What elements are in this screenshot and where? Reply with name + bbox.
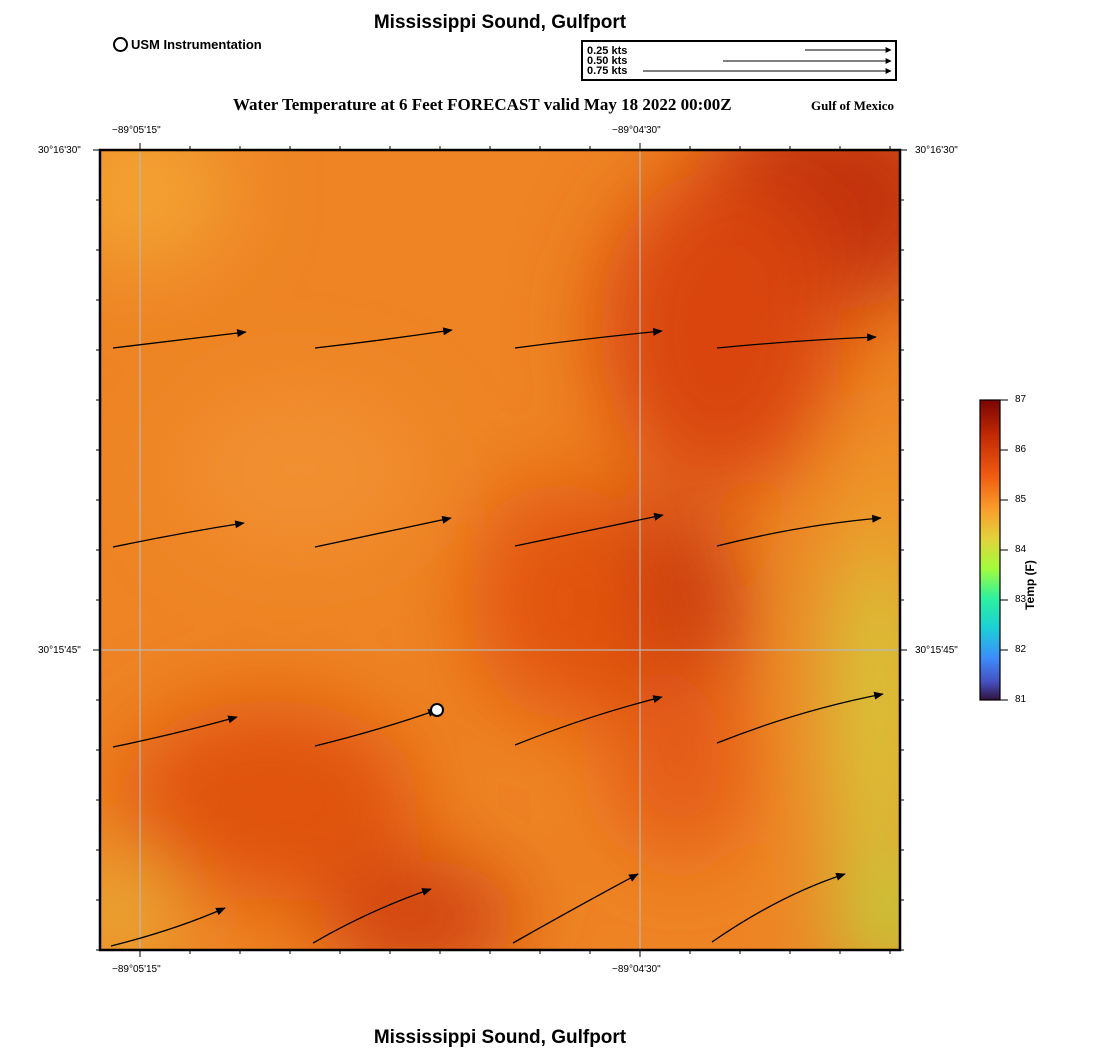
lat-label-right-2: 30°15'45" [915,645,958,656]
lat-label-left-2: 30°15'45" [38,645,81,656]
colorbar-tick: 87 [1015,394,1027,405]
graticule [100,150,900,950]
current-arrow [514,695,663,746]
frame-ticks [93,143,907,957]
colorbar [979,399,1008,701]
colorbar-tick: 86 [1015,444,1027,455]
station-legend-label: USM Instrumentation [131,37,262,52]
colorbar-tick: 81 [1015,694,1027,705]
lon-label-top-1: −89°05'15" [112,125,161,136]
speed-legend-arrows [643,47,892,74]
current-arrow [512,873,639,944]
current-arrow [711,872,846,943]
current-arrow [514,327,663,349]
map-subtitle: Water Temperature at 6 Feet FORECAST val… [233,95,732,114]
lon-label-bottom-1: −89°05'15" [112,964,161,975]
map-title: Mississippi Sound, Gulfport [373,12,627,33]
lon-label-bottom-2: −89°04'30" [612,964,661,975]
current-arrow [312,888,432,944]
current-arrow [314,709,438,747]
map-footer-title: Mississippi Sound, Gulfport [373,1027,627,1048]
current-arrow [716,333,877,349]
current-vectors [110,327,884,947]
station-marker-icon [113,37,128,52]
current-arrow [716,691,884,744]
current-arrow [716,514,882,547]
current-arrow [314,327,453,349]
speed-legend-label-1: 0.25 kts [587,45,628,57]
station-legend: USM Instrumentation [113,37,262,52]
current-arrow [110,907,226,947]
lon-label-top-2: −89°04'30" [612,125,661,136]
temperature-field [100,150,900,950]
colorbar-tick: 85 [1015,494,1027,505]
current-arrow [112,520,245,548]
speed-legend-label-3: 0.75 kts [587,65,628,77]
lat-label-left-1: 30°16'30" [38,145,81,156]
current-arrow [514,512,664,547]
current-arrow [314,515,452,548]
lat-label-right-1: 30°16'30" [915,145,958,156]
colorbar-tick: 84 [1015,544,1027,555]
region-label: Gulf of Mexico [811,98,895,113]
colorbar-tick: 82 [1015,644,1027,655]
colorbar-tick: 83 [1015,594,1027,605]
colorbar-label: Temp (F) [1023,560,1037,610]
current-arrow [112,329,247,349]
usm-station-marker [430,703,444,717]
speed-legend-label-2: 0.50 kts [587,55,628,67]
current-arrow [112,715,238,748]
current-speed-legend: 0.25 kts 0.50 kts 0.75 kts [581,40,897,81]
